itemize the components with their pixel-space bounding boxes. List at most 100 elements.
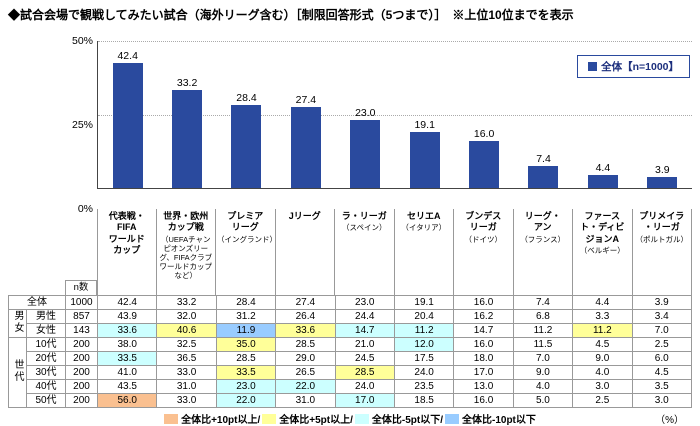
category-name: ブンデス リーガ (465, 211, 502, 233)
value-cell: 18.5 (393, 393, 455, 408)
value-cell: 33.0 (156, 393, 217, 408)
value-cell: 6.8 (512, 309, 574, 324)
row-label: 10代 (26, 337, 66, 352)
row-label: 50代 (26, 393, 66, 408)
value-cell: 11.2 (393, 323, 455, 338)
bar-value-label: 23.0 (355, 107, 376, 120)
value-cell: 31.0 (275, 393, 336, 408)
value-cell: 43.9 (96, 309, 158, 324)
category-note: （ポルトガル） (635, 234, 689, 244)
row-n-count: 857 (65, 309, 98, 324)
row-label: 女性 (26, 323, 66, 338)
category-note: （フランス） (520, 234, 566, 244)
highlight-swatch-icon (354, 413, 369, 424)
value-cell: 17.0 (334, 393, 395, 408)
category-name: 代表戦・ FIFA ワールド カップ (108, 211, 145, 255)
value-cell: 3.3 (572, 309, 633, 324)
category-label: ファース ト・ディビ ジョンA （ベルギー） (573, 209, 633, 295)
y-axis-tick-25: 25% (71, 119, 93, 131)
bar-value-label: 28.4 (236, 91, 257, 104)
bar (112, 63, 143, 188)
value-cell: 33.2 (156, 295, 217, 310)
category-label: 代表戦・ FIFA ワールド カップ (97, 209, 157, 295)
value-cell: 24.0 (334, 379, 395, 394)
highlight-legend-item: 全体比+5pt以上/ (262, 411, 353, 426)
bar (350, 120, 381, 188)
category-note: （UEFAチャンピオンズリーグ、FIFAクラブワールドカップなど） (159, 234, 213, 280)
highlight-legend-item: 全体比-5pt以下/ (354, 411, 443, 426)
category-name: プリメイラ ・リーガ (639, 211, 685, 233)
row-label: 全体 (8, 295, 66, 310)
value-cell: 17.0 (453, 365, 514, 380)
category-name: プレミア リーグ (227, 211, 264, 233)
value-cell: 3.4 (631, 309, 693, 324)
value-cell: 16.0 (453, 337, 514, 352)
value-cell: 11.2 (512, 323, 574, 338)
bar-group: 7.4 (514, 41, 573, 188)
value-cell: 33.6 (96, 323, 158, 338)
value-cell: 28.5 (215, 351, 277, 366)
row-label: 40代 (26, 379, 66, 394)
category-name: ラ・リーガ (341, 211, 387, 221)
value-cell: 23.0 (334, 295, 395, 310)
category-label: 世界・欧州 カップ戦 （UEFAチャンピオンズリーグ、FIFAクラブワールドカッ… (157, 209, 216, 295)
row-group-text: 世代 (12, 358, 23, 383)
value-cell: 23.0 (215, 379, 277, 394)
value-cell: 2.5 (572, 393, 633, 408)
value-cell: 4.4 (572, 295, 633, 310)
value-cell: 24.4 (334, 309, 395, 324)
category-note: （イタリア） (401, 223, 447, 233)
x-axis-label-band: 代表戦・ FIFA ワールド カップ 世界・欧州 カップ戦 （UEFAチャンピオ… (8, 209, 692, 295)
category-label: リーグ・ アン （フランス） (514, 209, 573, 295)
bar-value-label: 27.4 (295, 94, 317, 107)
bar (647, 176, 678, 188)
bar (172, 90, 203, 188)
value-cell: 4.0 (572, 365, 633, 380)
category-name: 世界・欧州 カップ戦 (163, 211, 209, 233)
highlight-legend-label: 全体比+10pt以上/ (181, 415, 261, 426)
value-cell: 36.5 (156, 351, 217, 366)
row-n-count: 200 (65, 365, 98, 380)
value-cell: 3.0 (631, 393, 693, 408)
value-cell: 3.9 (631, 295, 693, 310)
category-note: （スペイン） (342, 223, 387, 233)
value-cell: 18.0 (453, 351, 514, 366)
highlight-legend-label: 全体比+5pt以上/ (279, 415, 353, 426)
gridline-50 (98, 41, 692, 42)
value-cell: 13.0 (453, 379, 514, 394)
percent-unit-label: （%） (655, 415, 684, 426)
value-cell: 38.0 (96, 337, 158, 352)
value-cell: 4.5 (631, 365, 693, 380)
row-label: 20代 (26, 351, 66, 366)
category-label: セリエA （イタリア） (395, 209, 454, 295)
table-row: 男女 男性 857 43.9 32.0 31.2 26.4 24.4 20.4 16.2 6.8 3.… (8, 309, 693, 338)
value-cell: 7.0 (631, 323, 693, 338)
bars-container: 42.4 33.2 28.4 27.4 23.0 19.1 16.0 7.4 4… (98, 41, 692, 188)
value-cell: 33.5 (215, 365, 277, 380)
bar (587, 175, 618, 188)
bar (290, 107, 321, 188)
category-label: ラ・リーガ （スペイン） (335, 209, 395, 295)
breakdown-table: 全体 1000 42.4 33.2 28.4 27.4 23.0 19.1 16.0 7.4 4.4… (8, 295, 693, 408)
bar-group: 42.4 (98, 41, 157, 188)
value-cell: 22.0 (275, 379, 336, 394)
bar (528, 166, 559, 188)
value-cell: 33.5 (96, 351, 158, 366)
value-cell: 3.0 (572, 379, 633, 394)
value-cell: 21.0 (334, 337, 395, 352)
bar-value-label: 3.9 (654, 163, 670, 176)
value-cell: 4.5 (572, 337, 633, 352)
row-n-count: 200 (65, 351, 98, 366)
table-row: 50代 200 56.0 33.0 22.0 31.0 17.0 18.5 16.0 5.0 2.5… (9, 393, 693, 408)
category-name: セリエA (407, 211, 441, 221)
bar-group: 16.0 (454, 41, 513, 188)
category-note: （ベルギー） (579, 245, 625, 255)
bar-group: 19.1 (395, 41, 454, 188)
bar-value-label: 4.4 (595, 162, 611, 175)
value-cell: 41.0 (96, 365, 158, 380)
value-cell: 40.6 (156, 323, 217, 338)
row-n-count: 200 (65, 393, 98, 408)
category-name: Jリーグ (288, 211, 321, 221)
table-row: 20代 200 33.5 36.5 28.5 29.0 24.5 17.5 18.0 7.0 9.0… (9, 351, 693, 366)
